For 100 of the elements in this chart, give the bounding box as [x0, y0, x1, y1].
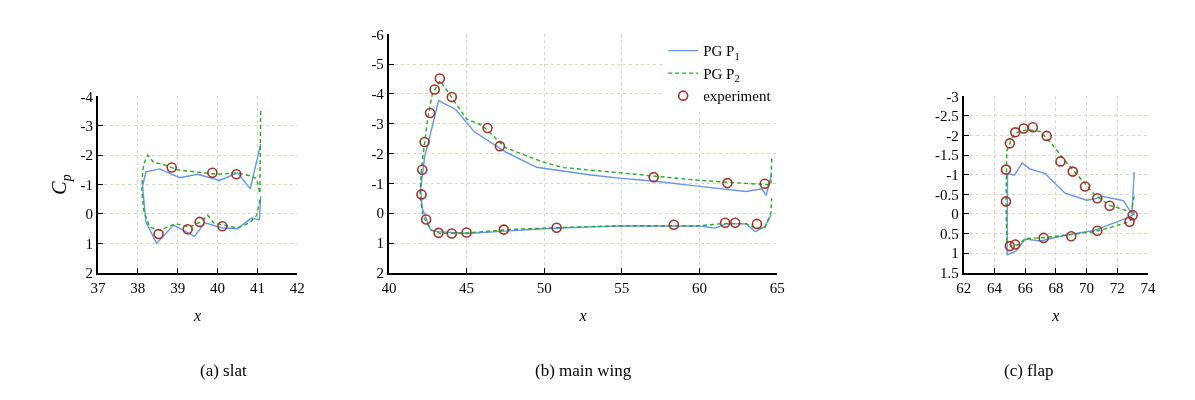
y-tick-label: -3 [80, 117, 93, 134]
point [1004, 138, 1016, 149]
point [1104, 200, 1115, 212]
y-tick-label: -2 [371, 145, 384, 162]
point [182, 223, 193, 235]
point [429, 84, 440, 95]
y-tick-label: -1 [371, 175, 384, 192]
y-tick-label: -4 [371, 86, 385, 103]
point [498, 224, 510, 235]
y-tick-label: 0.5 [939, 225, 959, 242]
x-tick-label: 62 [956, 279, 972, 296]
legend-label: PG P$_{1}$ [703, 43, 740, 62]
x-tick-label: 55 [614, 279, 630, 296]
y-tick-label: -1.5 [934, 147, 959, 164]
point [648, 171, 659, 183]
point [722, 177, 733, 189]
point [1067, 166, 1079, 177]
point [166, 162, 178, 173]
text: (c) flap [1004, 361, 1054, 380]
y-tick-label: -5 [371, 56, 384, 73]
x-tick-label: 40 [210, 279, 226, 296]
y-tick-label: 1 [85, 235, 93, 252]
x-tick-label: 38 [130, 279, 146, 296]
point [1127, 209, 1138, 221]
x-tick-label: 42 [289, 279, 305, 296]
point [1041, 130, 1052, 142]
x-axis-title: x [578, 307, 587, 324]
text: (a) slat [200, 361, 247, 380]
point [729, 217, 741, 229]
x-tick-label: 40 [381, 279, 397, 296]
point [416, 164, 428, 175]
y-tick-label: 0 [376, 205, 384, 222]
x-tick-label: 41 [249, 279, 265, 296]
x-tick-label: 66 [1017, 279, 1034, 296]
x-tick-label: 65 [769, 279, 785, 296]
x-tick-label: 60 [691, 279, 707, 296]
y-tick-label: -4 [80, 88, 94, 105]
y-tick-label: -3 [946, 88, 959, 105]
point [207, 167, 218, 179]
point [1027, 121, 1039, 133]
y-tick-label: 1 [951, 245, 959, 262]
point [759, 178, 771, 189]
point [1004, 240, 1016, 252]
point [1000, 196, 1012, 207]
point [1038, 232, 1049, 244]
point [420, 214, 432, 225]
point [1009, 239, 1021, 250]
x-tick-label: 70 [1079, 279, 1095, 296]
point [419, 136, 430, 148]
x-axis-title: x [1051, 307, 1060, 324]
y-tick-label: -6 [371, 26, 385, 43]
point [1000, 164, 1012, 175]
point [1092, 225, 1103, 237]
x-axis-title: x [193, 307, 202, 324]
point [433, 227, 444, 239]
point [719, 217, 731, 229]
point [424, 107, 436, 119]
point [446, 228, 458, 239]
x-tick-label: 50 [536, 279, 552, 296]
y-tick-label: 2 [376, 265, 384, 282]
x-tick-label: 64 [986, 279, 1003, 296]
point [1018, 123, 1029, 134]
y-tick-label: 0 [951, 206, 959, 223]
y-tick-label: -2.5 [934, 108, 959, 125]
point [494, 140, 506, 152]
legend-label: PG P$_{2}$ [703, 65, 740, 85]
x-tick-label: 68 [1048, 279, 1064, 296]
line-series [141, 143, 262, 245]
y-tick-label: -0.5 [934, 186, 959, 203]
point [482, 122, 493, 134]
y-tick-label: -1 [946, 166, 959, 183]
y-tick-label: -3 [371, 116, 384, 133]
point [551, 222, 562, 234]
x-tick-label: 72 [1109, 279, 1125, 296]
y-tick-label: 1.5 [939, 265, 959, 282]
point [416, 189, 427, 200]
legend-label: experiment [703, 88, 772, 105]
y-tick-label: 1 [376, 235, 384, 252]
y-tick-label: -2 [80, 147, 93, 164]
y-tick-label: 0 [85, 206, 93, 223]
text: (b) main wing [535, 361, 632, 380]
point [217, 221, 228, 232]
point [434, 73, 446, 84]
point [1092, 192, 1103, 204]
y-tick-label: 2 [85, 265, 93, 282]
point [1079, 181, 1091, 192]
point [231, 168, 242, 180]
y-tick-label: -2 [946, 127, 959, 144]
point [194, 216, 205, 228]
point [1009, 127, 1021, 138]
point [1055, 156, 1066, 167]
point [1065, 231, 1077, 242]
point [446, 91, 458, 103]
point [153, 228, 164, 240]
x-tick-label: 74 [1140, 279, 1157, 296]
y-tick-label: -1 [80, 176, 93, 193]
x-tick-label: 45 [459, 279, 475, 296]
point [461, 227, 472, 238]
point [751, 218, 763, 230]
x-tick-label: 37 [90, 279, 106, 296]
